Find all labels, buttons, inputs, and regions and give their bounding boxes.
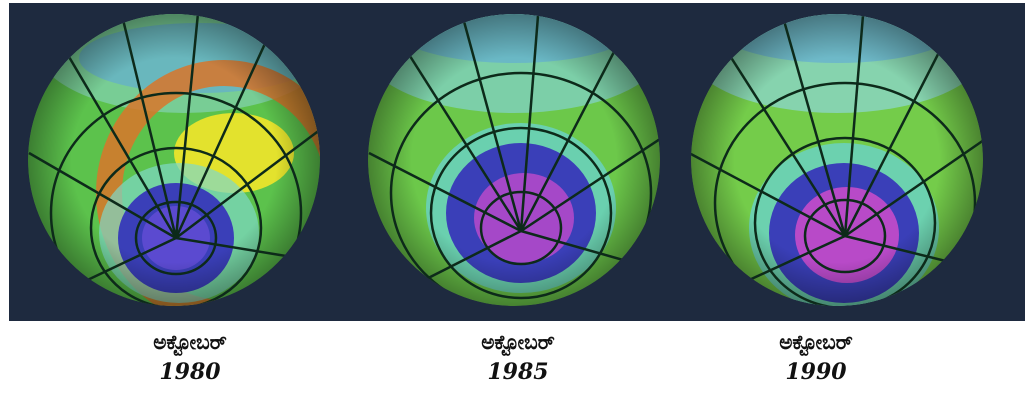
caption-year: 1985 [487, 359, 549, 385]
globe-1980 [28, 14, 320, 306]
caption-month: ಅಕ್ಟೋಬರ್ [481, 330, 555, 354]
caption-1985: ಅಕ್ಟೋಬರ್ 1985 [428, 328, 608, 388]
caption-year: 1990 [785, 359, 847, 385]
caption-year: 1980 [159, 359, 221, 385]
caption-month: ಅಕ್ಟೋಬರ್ [779, 330, 853, 354]
caption-1990: ಅಕ್ಟೋಬರ್ 1990 [726, 328, 906, 388]
globe-1985 [368, 14, 660, 306]
globe-1990 [691, 14, 983, 306]
ozone-globe-images [28, 14, 983, 306]
caption-month: ಅಕ್ಟೋಬರ್ [153, 330, 227, 354]
caption-1980: ಅಕ್ಟೋಬರ್ 1980 [100, 328, 280, 388]
ozone-globe-panel [9, 3, 1025, 321]
